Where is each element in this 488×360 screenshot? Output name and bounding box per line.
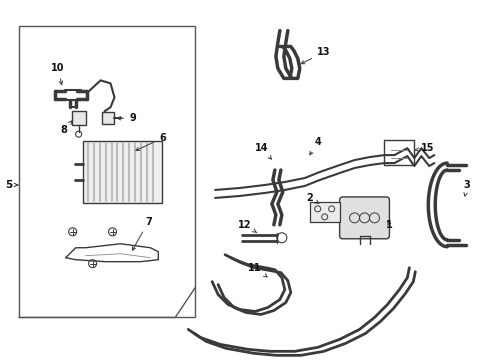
Bar	[19, 26, 195, 318]
Text: 10: 10	[51, 63, 64, 85]
Text: 4: 4	[309, 137, 321, 155]
Text: 13: 13	[301, 48, 330, 64]
Bar	[82, 141, 162, 203]
Bar	[72, 111, 85, 125]
Text: 7: 7	[132, 217, 151, 250]
FancyBboxPatch shape	[339, 197, 388, 239]
Text: 5: 5	[5, 180, 13, 190]
Text: 9: 9	[117, 113, 136, 123]
Text: 12: 12	[238, 220, 256, 233]
Text: 8: 8	[60, 121, 72, 135]
Text: 3: 3	[463, 180, 469, 196]
Text: 11: 11	[248, 263, 266, 277]
Text: 14: 14	[255, 143, 271, 159]
Text: 2: 2	[306, 193, 318, 203]
Bar	[309, 202, 339, 222]
Text: 1: 1	[385, 220, 392, 230]
Text: 6: 6	[136, 133, 165, 150]
Bar	[102, 112, 113, 124]
Text: 15: 15	[414, 143, 433, 153]
